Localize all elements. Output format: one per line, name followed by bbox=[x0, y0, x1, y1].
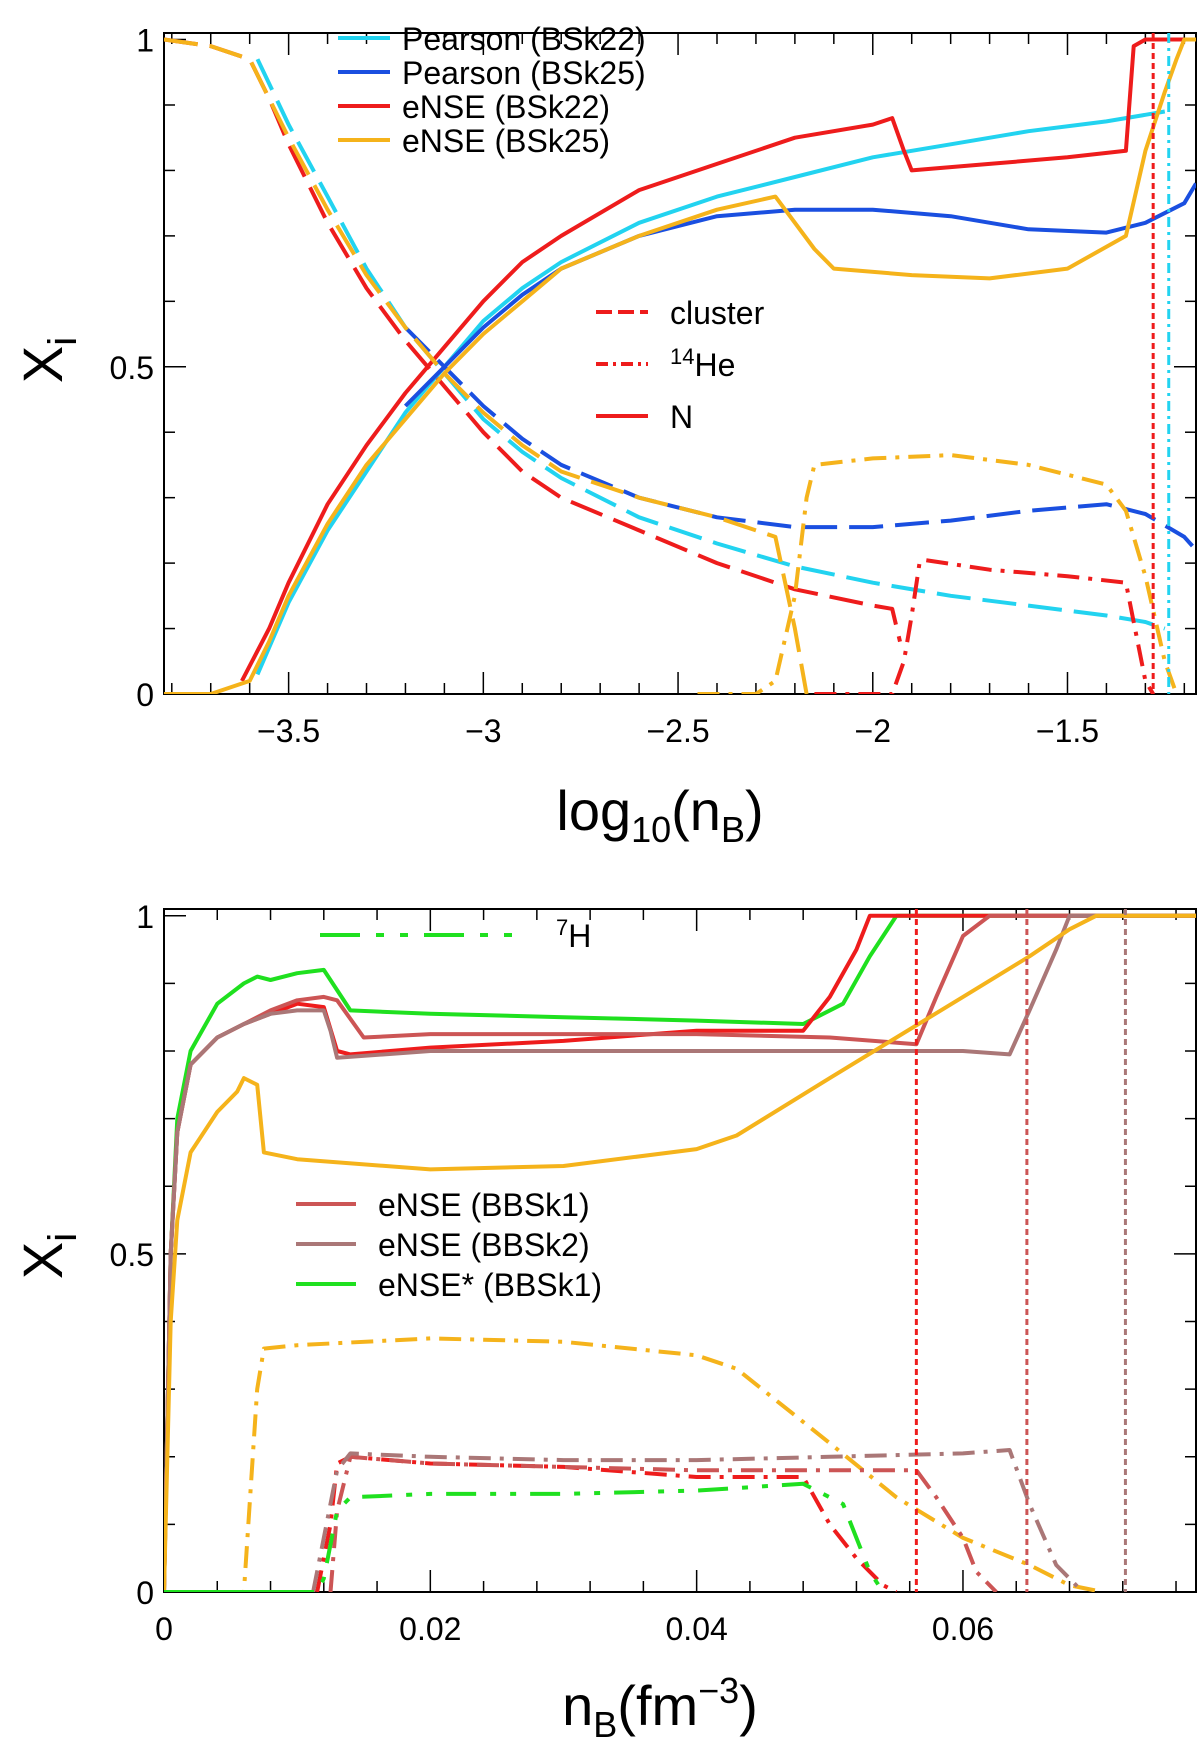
legend-label: eNSE (BBSk2) bbox=[378, 1227, 590, 1263]
legend-label: Pearson (BSk25) bbox=[402, 55, 646, 91]
legend-label: eNSE (BSk25) bbox=[402, 123, 610, 159]
series-line bbox=[164, 913, 1196, 1592]
x-tick-label: 0.06 bbox=[932, 1611, 994, 1647]
legend-label: eNSE* (BBSk1) bbox=[378, 1267, 602, 1303]
legend-label: eNSE (BBSk1) bbox=[378, 1187, 590, 1223]
legend-label: N bbox=[670, 399, 693, 435]
top-panel: −3.5 −3 −2.5 −2 −1.5 0 0.5 1 Pearson (BSk22)Pea… bbox=[11, 21, 1197, 850]
series-line bbox=[223, 1336, 1104, 1592]
series-line bbox=[164, 37, 809, 694]
y-tick-label: 1 bbox=[136, 23, 154, 59]
bottom-plot-frame bbox=[163, 908, 1197, 1593]
x-tick-label: −3 bbox=[465, 713, 501, 749]
top-vlines bbox=[1151, 33, 1171, 694]
y-tick-label: 1 bbox=[136, 899, 154, 935]
bottom-series-group bbox=[164, 913, 1196, 1592]
series-line bbox=[315, 1454, 898, 1592]
x-tick-label: 0 bbox=[155, 1611, 173, 1647]
legend-label: 7H bbox=[556, 915, 591, 954]
top-x-axis-label: log10(nB) bbox=[556, 779, 763, 850]
series-line bbox=[164, 913, 1196, 1592]
x-tick-label: 0.02 bbox=[399, 1611, 461, 1647]
y-tick-label: 0 bbox=[136, 677, 154, 713]
bottom-vlines bbox=[914, 909, 1127, 1592]
x-tick-label: −2.5 bbox=[646, 713, 709, 749]
plot-frame-1 bbox=[163, 908, 1197, 1593]
x-tick-label: −2 bbox=[855, 713, 891, 749]
series-line bbox=[255, 109, 1166, 676]
series-line bbox=[164, 913, 1196, 1592]
top-series-group bbox=[164, 37, 1196, 694]
x-tick-label: −3.5 bbox=[257, 713, 320, 749]
legend-label: 14He bbox=[670, 344, 735, 383]
series-line bbox=[240, 37, 1196, 682]
bottom-legend: 7H eNSE (BBSk1) eNSE (BBSk2) eNSE* (BBSk1) bbox=[296, 915, 602, 1303]
series-line bbox=[311, 1448, 1085, 1592]
series-line bbox=[697, 453, 1179, 694]
legend-label: eNSE (BSk22) bbox=[402, 89, 610, 125]
top-plot-frame bbox=[163, 32, 1197, 695]
x-tick-label: −1.5 bbox=[1036, 713, 1099, 749]
legend-label: cluster bbox=[670, 295, 765, 331]
y-tick-label: 0.5 bbox=[110, 350, 154, 386]
series-line bbox=[403, 182, 1196, 408]
series-line bbox=[255, 58, 1166, 631]
legend-label: Pearson (BSk22) bbox=[402, 21, 646, 57]
bottom-panel: 0 0.02 0.04 0.06 0 0.5 1 7H eNSE (BBSk1) eNSE (B… bbox=[11, 899, 1197, 1745]
bottom-x-axis-label: nB(fm−3) bbox=[562, 1670, 758, 1745]
top-legend: Pearson (BSk22)Pearson (BSk25)eNSE (BSk2… bbox=[338, 21, 765, 435]
top-y-axis-label: Xi bbox=[11, 337, 85, 383]
y-tick-label: 0 bbox=[136, 1575, 154, 1611]
series-line bbox=[263, 1481, 885, 1592]
bottom-y-axis-label: Xi bbox=[11, 1233, 85, 1279]
series-line bbox=[164, 37, 1196, 694]
x-tick-label: 0.04 bbox=[666, 1611, 728, 1647]
series-line bbox=[403, 326, 1196, 552]
y-tick-label: 0.5 bbox=[110, 1237, 154, 1273]
top-axis-ticks: −3.5 −3 −2.5 −2 −1.5 0 0.5 1 bbox=[110, 23, 1196, 749]
plot-frame-0 bbox=[163, 32, 1197, 695]
